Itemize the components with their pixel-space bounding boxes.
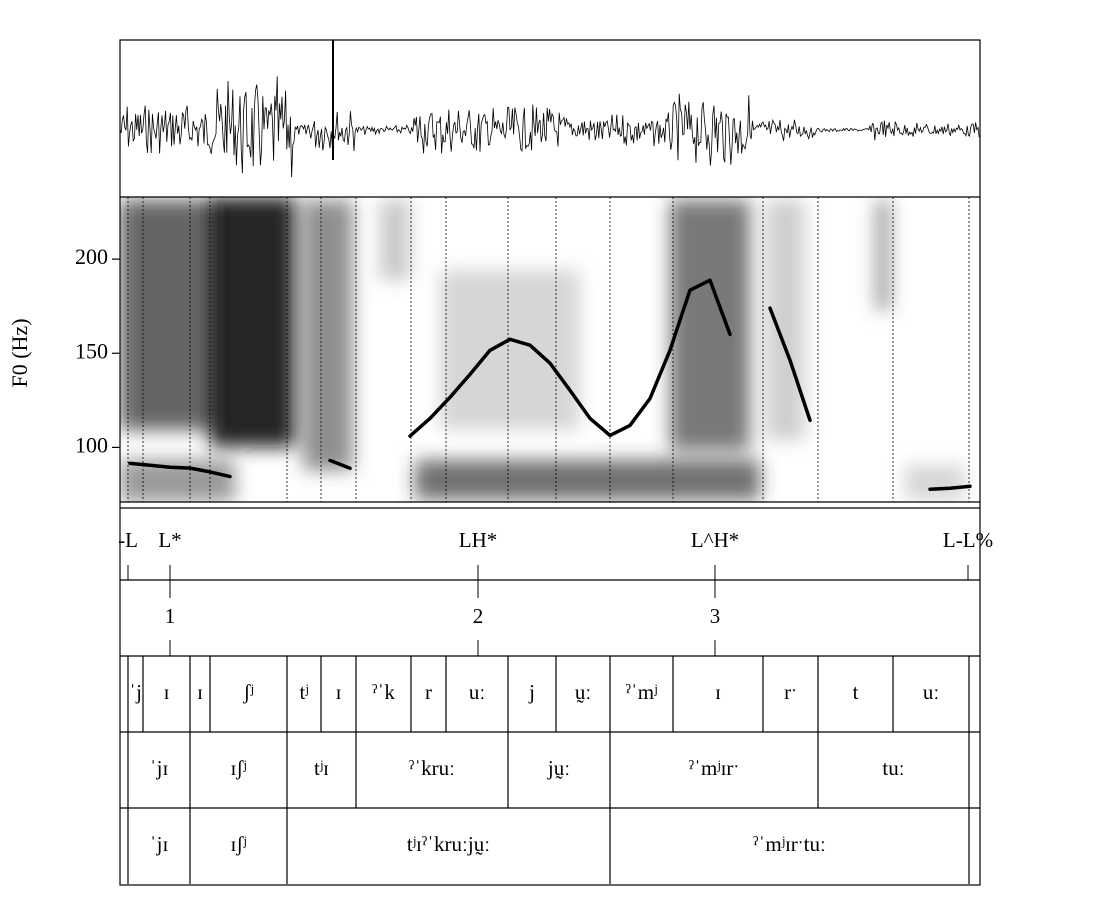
- waveform-trace: [119, 76, 980, 178]
- phone-label: uː: [923, 680, 939, 704]
- phone-label: ɪ: [164, 680, 170, 704]
- phone-label: ˈj: [129, 680, 142, 704]
- spectrogram-energy: [120, 200, 220, 430]
- spectrogram-energy: [905, 465, 965, 500]
- tone-label: L-L%: [943, 528, 993, 552]
- y-tick-label: 200: [75, 244, 108, 269]
- phone-label: uː: [469, 680, 485, 704]
- word-label: tʲɪˀˈkruːjṵː: [407, 832, 490, 856]
- spectrogram: [120, 197, 965, 502]
- y-axis-label: F0 (Hz): [7, 318, 32, 387]
- phone-label: ˀˈmʲ: [626, 680, 658, 704]
- f0-contour: [128, 278, 972, 491]
- spectrogram-energy: [765, 200, 805, 440]
- phone-label: ˀˈk: [372, 680, 395, 704]
- syllable-label: ˀˈmʲɪrˑ: [689, 756, 739, 780]
- phone-label: ɪ: [197, 680, 203, 704]
- tone-label: -L: [118, 528, 138, 552]
- spectrogram-energy: [210, 197, 295, 447]
- tone-label: L^H*: [691, 528, 739, 552]
- phone-label: j: [528, 680, 535, 704]
- tone-label: L*: [158, 528, 181, 552]
- word-label: ˈjɪ: [150, 832, 169, 856]
- spectrogram-energy: [440, 270, 580, 430]
- syllable-label: jṵː: [547, 756, 570, 780]
- syllable-label: ɪʃʲ: [230, 756, 246, 780]
- y-tick-label: 150: [75, 338, 108, 363]
- syllable-label: ˈjɪ: [150, 756, 169, 780]
- break-label: 2: [473, 604, 484, 628]
- phone-label: ɪ: [336, 680, 342, 704]
- syllable-label: ˀˈkruː: [409, 756, 455, 780]
- outer-frame: [119, 39, 981, 886]
- frames: [119, 39, 981, 886]
- phone-label: tʲ: [299, 680, 308, 704]
- phone-label: r: [425, 680, 432, 704]
- phone-label: ʃʲ: [242, 680, 253, 704]
- phone-label: ṵː: [575, 680, 591, 704]
- word-label: ɪʃʲ: [230, 832, 246, 856]
- spectrogram-energy: [415, 460, 760, 500]
- syllable-label: tuː: [882, 756, 904, 780]
- phone-label: t: [853, 680, 859, 704]
- tone-label: LH*: [459, 528, 498, 552]
- break-label: 3: [710, 604, 721, 628]
- break-label: 1: [165, 604, 176, 628]
- waveform: [119, 40, 980, 178]
- phone-label: rˑ: [784, 680, 797, 704]
- spectrogram-energy: [380, 200, 410, 280]
- spectrogram-energy: [876, 200, 890, 310]
- y-tick-label: 100: [75, 432, 108, 457]
- syllable-label: tʲɪ: [314, 756, 329, 780]
- spectrogram-energy: [303, 200, 353, 470]
- spectrogram-energy: [670, 200, 750, 450]
- word-label: ˀˈmʲɪrˑtuː: [753, 832, 826, 856]
- phone-label: ɪ: [715, 680, 721, 704]
